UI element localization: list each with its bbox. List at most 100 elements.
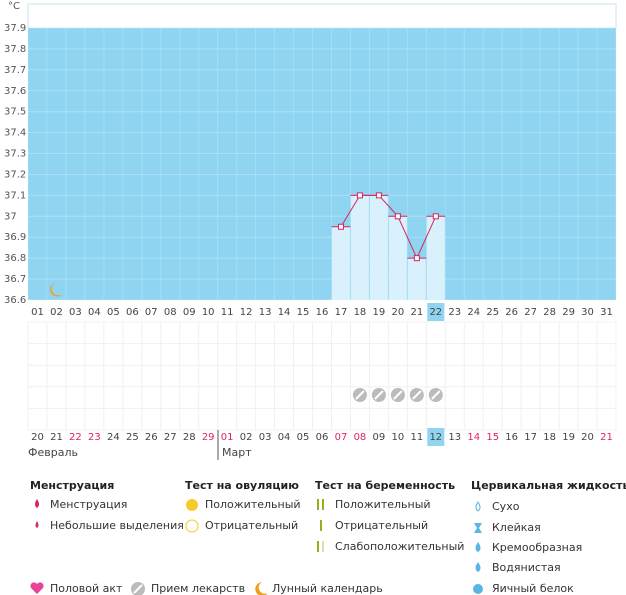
icon <box>475 542 481 552</box>
cycle-date: 11 <box>410 432 423 443</box>
top-band <box>27 3 617 29</box>
icon <box>255 582 268 595</box>
legend-item: Отрицательный <box>335 519 428 532</box>
x-tick-label: 27 <box>524 307 537 318</box>
plot-background <box>28 28 616 300</box>
x-tick-label: 29 <box>562 307 575 318</box>
cycle-date: 26 <box>145 432 158 443</box>
x-tick-label: 03 <box>69 307 82 318</box>
x-tick-label: 10 <box>202 307 215 318</box>
y-tick-label: 37.1 <box>4 190 26 201</box>
legend-item: Водянистая <box>492 561 561 574</box>
x-tick-label: 26 <box>505 307 518 318</box>
x-tick-label: 05 <box>107 307 120 318</box>
icon <box>317 541 319 552</box>
cycle-date: 25 <box>126 432 139 443</box>
cycle-date: 16 <box>505 432 518 443</box>
cycle-date: 07 <box>335 432 348 443</box>
medication-icon <box>393 390 403 400</box>
temperature-bar <box>407 258 426 300</box>
icon <box>35 499 39 508</box>
x-tick-label: 30 <box>581 307 594 318</box>
cycle-date: 27 <box>164 432 177 443</box>
legend-item: Лунный календарь <box>272 582 383 595</box>
temperature-bar <box>331 226 350 300</box>
cycle-date: 21 <box>50 432 63 443</box>
x-tick-label: 23 <box>448 307 461 318</box>
icon <box>475 501 481 512</box>
cycle-date: 28 <box>183 432 196 443</box>
y-label: °C <box>8 1 20 12</box>
x-tick-label: 28 <box>543 307 556 318</box>
x-tick-label: 31 <box>600 307 613 318</box>
x-tick-label: 11 <box>221 307 234 318</box>
cycle-date: 08 <box>354 432 367 443</box>
legend-item: Клейкая <box>492 521 541 534</box>
x-tick-label: 09 <box>183 307 196 318</box>
temperature-point <box>432 213 439 220</box>
x-tick-label: 20 <box>392 307 405 318</box>
medication-icon <box>431 390 441 400</box>
y-tick-label: 36.8 <box>4 253 26 264</box>
cycle-date: 19 <box>562 432 575 443</box>
y-tick-label: 37.8 <box>4 44 26 55</box>
x-tick-label: 18 <box>354 307 367 318</box>
month-label: Февраль <box>28 446 78 459</box>
cycle-date: 20 <box>581 432 594 443</box>
legend-item: Кремообразная <box>492 541 582 554</box>
cycle-date: 12 <box>429 432 442 443</box>
y-tick-label: 36.6 <box>4 295 26 306</box>
y-tick-label: 37.6 <box>4 86 26 97</box>
legend-item: Прием лекарств <box>151 582 245 595</box>
legend-title: Менструация <box>30 479 114 492</box>
temperature-bar <box>388 216 407 300</box>
legend-item: Слабоположительный <box>335 540 464 553</box>
events-area <box>28 322 616 430</box>
x-tick-label: 13 <box>259 307 272 318</box>
x-tick-label: 12 <box>240 307 253 318</box>
y-tick-label: 37.2 <box>4 169 26 180</box>
medication-icon <box>355 390 365 400</box>
y-tick-label: 37.7 <box>4 65 26 76</box>
cycle-date: 09 <box>373 432 386 443</box>
cycle-date: 17 <box>524 432 537 443</box>
legend-title: Тест на овуляцию <box>185 479 299 492</box>
x-tick-label: 01 <box>31 307 44 318</box>
legend-item: Менструация <box>50 498 127 511</box>
cycle-date: 01 <box>221 432 234 443</box>
x-tick-label: 17 <box>335 307 348 318</box>
x-tick-label: 21 <box>410 307 423 318</box>
cycle-date: 21 <box>600 432 613 443</box>
legend-item: Положительный <box>335 498 431 511</box>
medication-icon <box>412 390 422 400</box>
temperature-bar <box>350 195 369 300</box>
icon <box>30 582 44 594</box>
icon <box>474 523 482 533</box>
cycle-date: 03 <box>259 432 272 443</box>
x-tick-label: 07 <box>145 307 158 318</box>
y-tick-label: 37.9 <box>4 23 26 34</box>
cycle-date: 29 <box>202 432 215 443</box>
temperature-bar <box>426 216 445 300</box>
legend-item: Сухо <box>492 500 520 513</box>
cycle-date: 10 <box>392 432 405 443</box>
y-tick-label: 37.4 <box>4 128 26 139</box>
legend-item: Положительный <box>205 498 301 511</box>
cycle-date: 18 <box>543 432 556 443</box>
day-highlight <box>427 303 445 321</box>
y-tick-label: 36.7 <box>4 274 26 285</box>
icon <box>35 521 39 528</box>
icon <box>320 520 322 531</box>
legend-title: Цервикальная жидкость <box>471 479 626 492</box>
icon <box>185 519 199 533</box>
legend-item: Небольшие выделения <box>50 519 184 532</box>
x-tick-label: 25 <box>486 307 499 318</box>
moon-icon <box>50 283 63 297</box>
cycle-date: 15 <box>486 432 499 443</box>
icon <box>322 541 324 552</box>
icon <box>475 562 481 572</box>
temperature-point <box>413 255 420 262</box>
cycle-date: 14 <box>467 432 480 443</box>
x-tick-label: 16 <box>316 307 329 318</box>
